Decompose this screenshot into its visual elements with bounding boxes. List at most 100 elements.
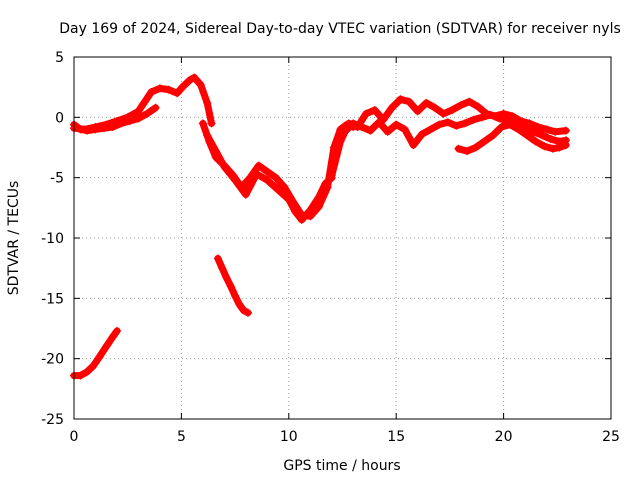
data-point-marker (561, 141, 570, 150)
series-track-midday-b (203, 131, 336, 224)
data-point-marker (211, 147, 220, 156)
data-point-marker (546, 135, 555, 144)
data-point-marker (497, 123, 506, 131)
data-point-marker (213, 254, 222, 263)
data-point-marker (82, 367, 91, 376)
data-point-marker (263, 176, 272, 185)
axis-tick-labels: 0 5 10 15 20 25 -25 -20 -15 -10 -5 0 5 (41, 50, 620, 445)
data-point-marker (222, 273, 231, 282)
data-point-marker (231, 176, 240, 185)
data-point-marker (179, 82, 188, 90)
data-point-marker (471, 143, 480, 152)
data-point-marker (231, 291, 240, 300)
data-point-marker (495, 114, 504, 123)
data-point-marker (538, 131, 547, 140)
data-point-marker (80, 125, 89, 134)
data-point-marker (102, 120, 111, 129)
data-point-marker (531, 137, 540, 146)
data-point-marker (207, 119, 216, 128)
data-point-marker (465, 97, 474, 106)
data-point-marker (422, 98, 431, 107)
data-point-marker (190, 73, 199, 82)
data-point-marker (340, 127, 349, 136)
data-point-marker (186, 75, 194, 84)
data-point-marker (134, 107, 143, 116)
data-point-marker (370, 106, 379, 115)
data-point-marker (549, 144, 557, 153)
data-point-marker (514, 125, 523, 134)
data-point-marker (430, 103, 439, 112)
x-tick-label: 5 (177, 429, 186, 445)
data-point-marker (327, 171, 336, 180)
data-point-marker (460, 119, 469, 128)
data-point-marker (439, 109, 448, 118)
data-point-marker (198, 119, 207, 128)
data-point-marker (443, 118, 452, 127)
data-point-marker (392, 120, 401, 129)
data-point-marker (203, 98, 212, 107)
data-point-marker (418, 130, 426, 139)
data-point-marker (400, 125, 409, 134)
y-tick-label: -15 (41, 291, 64, 307)
data-point-marker (551, 127, 560, 136)
data-point-marker (220, 162, 229, 171)
data-point-marker (561, 126, 570, 135)
data-point-marker (488, 131, 497, 140)
data-point-marker (448, 106, 456, 115)
data-point-marker (218, 264, 227, 273)
x-tick-label: 10 (280, 429, 298, 445)
data-point-marker (456, 101, 465, 110)
data-point-marker (203, 131, 212, 140)
data-point-marker (478, 113, 487, 122)
data-point-marker (244, 308, 252, 317)
data-point-marker (108, 332, 117, 341)
data-point-marker (196, 80, 205, 89)
data-point-marker (140, 97, 149, 106)
data-point-marker (506, 120, 514, 129)
data-point-marker (366, 126, 375, 135)
data-point-marker (235, 300, 244, 309)
data-point-marker (226, 282, 235, 291)
series-track-morning-b (70, 73, 216, 134)
x-tick-label: 20 (495, 429, 513, 445)
y-tick-label: -10 (41, 231, 64, 247)
data-point-marker (263, 167, 272, 176)
data-point-marker (409, 141, 418, 150)
data-point-marker (540, 142, 549, 151)
data-point-marker (151, 103, 160, 112)
data-point-marker (113, 326, 121, 335)
data-point-marker (426, 125, 435, 134)
data-point-marker (349, 119, 358, 128)
data-point-marker (291, 207, 300, 216)
data-point-marker (76, 371, 85, 380)
series-trace (328, 95, 570, 179)
x-axis-label: GPS time / hours (283, 458, 400, 474)
data-point-marker (542, 125, 551, 134)
x-tick-label: 0 (70, 429, 79, 445)
data-point-marker (155, 84, 164, 93)
data-point-marker (134, 114, 143, 123)
x-tick-label: 25 (602, 429, 620, 445)
data-point-marker (463, 147, 472, 156)
data-point-marker (147, 88, 156, 96)
data-point-marker (383, 127, 392, 136)
data-point-marker (534, 123, 542, 131)
axis-ticks (73, 56, 612, 420)
chart-title: Day 169 of 2024, Sidereal Day-to-day VTE… (59, 21, 621, 37)
data-point-marker (254, 161, 263, 170)
data-point-marker (143, 109, 151, 118)
data-point-marker (413, 107, 422, 116)
data-point-marker (239, 306, 248, 315)
x-tick-label: 15 (387, 429, 405, 445)
data-point-marker (336, 137, 345, 146)
series-trace (214, 255, 252, 317)
data-point-marker (375, 118, 383, 127)
data-point-marker (173, 89, 182, 98)
data-point-marker (274, 185, 283, 194)
data-point-marker (123, 113, 132, 122)
data-point-marker (480, 137, 489, 146)
series-track-evening (454, 120, 570, 156)
data-point-marker (164, 85, 173, 94)
